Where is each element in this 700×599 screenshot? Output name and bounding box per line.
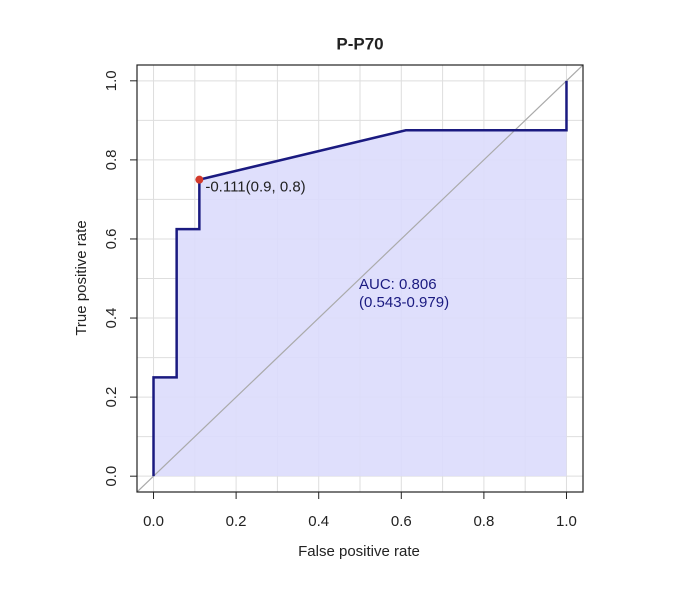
threshold-label: -0.111(0.9, 0.8) <box>205 179 305 196</box>
x-axis-label: False positive rate <box>298 543 420 560</box>
auc-label: AUC: 0.806 <box>359 276 437 293</box>
roc-curve <box>152 80 568 477</box>
plot-frame <box>136 64 584 493</box>
y-tick-label: 0.0 <box>103 466 120 487</box>
chart-title: P-P70 <box>336 34 383 53</box>
x-tick-label: 0.6 <box>391 513 412 530</box>
y-axis-label: True positive rate <box>73 220 90 335</box>
x-tick-label: 0.8 <box>473 513 494 530</box>
diagonal-line <box>137 65 583 492</box>
y-tick-label: 0.2 <box>103 387 120 408</box>
y-tick-label: 0.8 <box>103 149 120 170</box>
x-tick-label: 0.4 <box>308 513 329 530</box>
x-tick-label: 1.0 <box>556 513 577 530</box>
x-tick-label: 0.2 <box>226 513 247 530</box>
auc-label: (0.543-0.979) <box>359 294 449 311</box>
y-tick-label: 0.6 <box>103 229 120 250</box>
x-tick-label: 0.0 <box>143 513 164 530</box>
y-tick-label: 0.4 <box>103 308 120 329</box>
y-tick-label: 1.0 <box>103 70 120 91</box>
threshold-point <box>195 175 204 184</box>
